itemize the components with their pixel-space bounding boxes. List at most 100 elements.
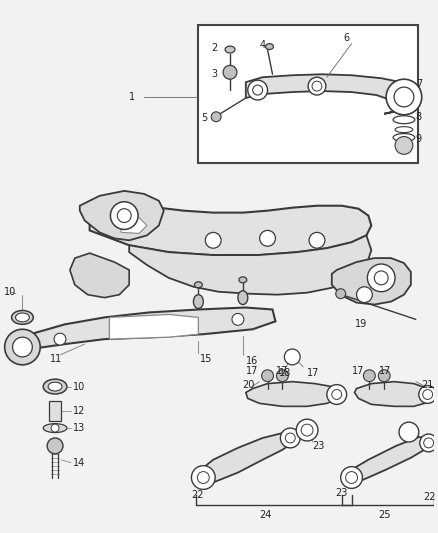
Circle shape [423, 390, 433, 399]
Polygon shape [119, 216, 147, 233]
Text: 17: 17 [246, 366, 258, 376]
Circle shape [420, 434, 438, 452]
Text: 17: 17 [307, 368, 319, 378]
Polygon shape [198, 433, 295, 487]
Text: 20: 20 [242, 379, 254, 390]
Polygon shape [332, 258, 411, 304]
Circle shape [198, 472, 209, 483]
Polygon shape [80, 191, 164, 240]
Circle shape [395, 136, 413, 155]
Polygon shape [129, 236, 371, 295]
Polygon shape [110, 314, 198, 339]
Circle shape [312, 81, 322, 91]
Ellipse shape [225, 46, 235, 53]
Text: 14: 14 [73, 458, 85, 467]
Bar [198, 25, 418, 163]
Ellipse shape [43, 379, 67, 394]
Ellipse shape [265, 44, 273, 50]
Circle shape [386, 79, 422, 115]
Circle shape [223, 66, 237, 79]
Text: 6: 6 [344, 33, 350, 43]
Polygon shape [354, 382, 431, 406]
Circle shape [341, 467, 362, 488]
Text: 12: 12 [73, 406, 85, 416]
Circle shape [296, 419, 318, 441]
Circle shape [47, 438, 63, 454]
Circle shape [308, 77, 326, 95]
Text: 8: 8 [416, 112, 422, 122]
Circle shape [211, 112, 221, 122]
Circle shape [253, 85, 263, 95]
Circle shape [327, 385, 346, 405]
Circle shape [248, 80, 268, 100]
Text: 23: 23 [312, 441, 325, 451]
Circle shape [419, 385, 437, 403]
Circle shape [364, 370, 375, 382]
Ellipse shape [15, 313, 29, 322]
Circle shape [399, 422, 419, 442]
Text: 2: 2 [211, 43, 218, 53]
Text: 11: 11 [50, 354, 62, 364]
Text: 13: 13 [73, 423, 85, 433]
Text: 17: 17 [276, 366, 288, 376]
Polygon shape [345, 437, 431, 486]
Ellipse shape [393, 134, 415, 141]
Circle shape [378, 370, 390, 382]
Text: 17: 17 [379, 366, 392, 376]
Polygon shape [246, 74, 414, 114]
Text: 4: 4 [260, 39, 266, 50]
Text: 19: 19 [354, 319, 367, 329]
Circle shape [374, 271, 388, 285]
Bar [49, 401, 61, 421]
Ellipse shape [48, 382, 62, 391]
Text: 22: 22 [191, 490, 204, 500]
Polygon shape [11, 308, 276, 354]
Polygon shape [70, 253, 129, 297]
Text: 3: 3 [211, 69, 217, 79]
Circle shape [51, 424, 59, 432]
Ellipse shape [239, 277, 247, 283]
Circle shape [280, 428, 300, 448]
Circle shape [357, 287, 372, 303]
Circle shape [261, 370, 273, 382]
Circle shape [332, 390, 342, 399]
Text: 18: 18 [279, 368, 292, 378]
Circle shape [367, 264, 395, 292]
Text: 15: 15 [200, 354, 213, 364]
Circle shape [276, 370, 288, 382]
Text: 23: 23 [335, 488, 347, 498]
Ellipse shape [194, 282, 202, 288]
Circle shape [13, 337, 32, 357]
Ellipse shape [238, 290, 248, 304]
Text: 21: 21 [421, 379, 433, 390]
Ellipse shape [11, 311, 33, 324]
Text: 22: 22 [424, 492, 436, 502]
Text: 1: 1 [129, 92, 135, 102]
Circle shape [191, 466, 215, 489]
Ellipse shape [393, 116, 415, 124]
Text: 16: 16 [246, 356, 258, 366]
Text: 7: 7 [416, 79, 422, 89]
Circle shape [110, 202, 138, 229]
Circle shape [346, 472, 357, 483]
Text: 10: 10 [4, 287, 16, 297]
Text: 10: 10 [73, 382, 85, 392]
Circle shape [424, 438, 434, 448]
Ellipse shape [43, 424, 67, 433]
Circle shape [232, 313, 244, 325]
Text: 24: 24 [259, 510, 272, 520]
Circle shape [117, 209, 131, 222]
Circle shape [394, 87, 414, 107]
Ellipse shape [194, 295, 203, 309]
Ellipse shape [395, 127, 413, 133]
Circle shape [336, 289, 346, 298]
Circle shape [309, 232, 325, 248]
Circle shape [54, 333, 66, 345]
Text: 5: 5 [201, 113, 208, 123]
Text: 17: 17 [352, 366, 364, 376]
Circle shape [5, 329, 40, 365]
Circle shape [284, 349, 300, 365]
Circle shape [285, 433, 295, 443]
Polygon shape [90, 206, 371, 255]
Circle shape [301, 424, 313, 436]
